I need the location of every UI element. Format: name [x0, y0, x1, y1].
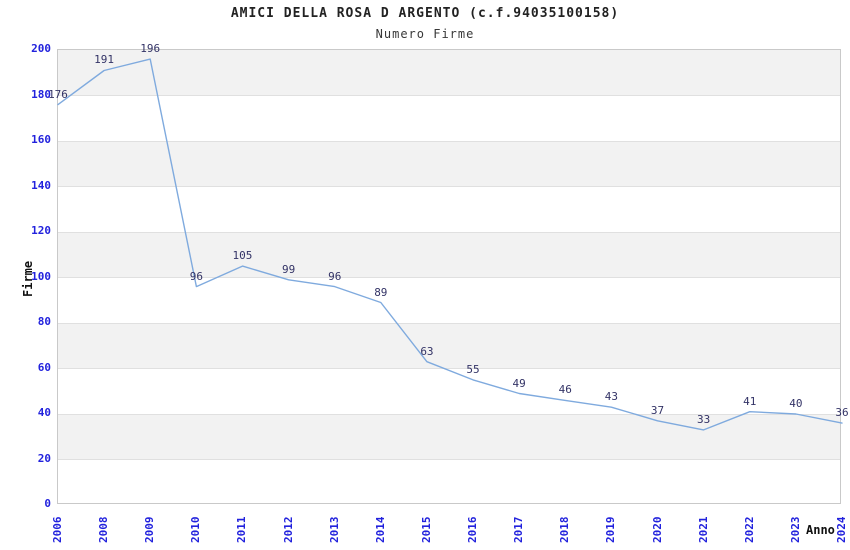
- point-value-label: 89: [374, 285, 388, 299]
- plot-area: 176 191 196 96 105 99 96 89 63 55 49 46 43 37 33 41 40 36: [48, 43, 849, 504]
- chart-subtitle: Numero Firme: [375, 27, 475, 41]
- point-value-label: 191: [94, 53, 115, 67]
- y-axis-tick-label: 20: [37, 451, 51, 465]
- point-value-label: 105: [232, 249, 253, 263]
- point-value-label: 36: [835, 406, 849, 420]
- x-axis-tick-label: 2012: [281, 516, 295, 544]
- point-value-label: 55: [466, 362, 480, 376]
- y-axis-tick-label: 0: [44, 497, 51, 510]
- point-value-label: 46: [558, 383, 572, 397]
- x-axis-tick-label: 2016: [466, 516, 480, 544]
- point-value-label: 41: [743, 394, 757, 408]
- point-value-label: 176: [48, 87, 68, 101]
- point-value-label: 63: [420, 344, 434, 358]
- x-axis-tick-label: 2018: [558, 516, 572, 544]
- x-axis-tick-label: 2017: [512, 516, 526, 544]
- x-axis-tick-label: 2023: [788, 516, 802, 544]
- y-axis-title: Firme: [21, 260, 35, 297]
- x-axis-tick-label: 2015: [419, 516, 433, 544]
- point-value-label: 40: [789, 397, 803, 410]
- y-axis-tick-label: 120: [31, 224, 51, 237]
- x-axis-tick-label: 2024: [835, 516, 848, 544]
- x-axis-title: Anno: [806, 523, 835, 537]
- x-axis-tick-label: 2020: [650, 516, 664, 544]
- line-series-path: [57, 58, 843, 431]
- x-axis-tick-label: 2011: [235, 516, 249, 544]
- x-axis-tick-label: 2013: [327, 516, 341, 544]
- y-axis-tick-label: 80: [37, 315, 51, 328]
- y-axis-tick-label: 100: [31, 269, 51, 283]
- y-axis-tick-label: 180: [31, 87, 51, 101]
- x-axis-tick-label: 2019: [604, 516, 618, 544]
- line-series: [57, 58, 843, 431]
- y-axis-tick-label: 160: [31, 133, 51, 146]
- x-axis-tick-label: 2006: [51, 516, 64, 544]
- x-axis-tick-label: 2021: [696, 516, 710, 544]
- point-value-label: 43: [604, 390, 619, 404]
- chart-title: AMICI DELLA ROSA D ARGENTO (c.f.94035100…: [230, 6, 620, 21]
- point-value-label: 37: [650, 403, 665, 417]
- point-value-label: 96: [189, 269, 203, 283]
- point-value-label: 99: [281, 262, 296, 276]
- y-axis-tick-label: 140: [31, 178, 51, 192]
- point-value-label: 196: [140, 42, 161, 56]
- x-axis-tick-label: 2022: [742, 516, 756, 544]
- x-axis-tick-label: 2009: [143, 516, 157, 544]
- y-axis-tick-label: 40: [37, 406, 51, 419]
- point-value-label: 33: [697, 412, 711, 426]
- x-axis-tick-label: 2014: [373, 516, 387, 544]
- point-value-label: 96: [328, 269, 342, 283]
- y-axis-tick-label: 60: [37, 360, 51, 374]
- point-value-label: 49: [512, 376, 526, 390]
- x-axis-tick-label: 2010: [189, 516, 203, 544]
- y-axis-tick-label: 200: [31, 42, 51, 55]
- x-axis-tick-label: 2008: [97, 516, 111, 544]
